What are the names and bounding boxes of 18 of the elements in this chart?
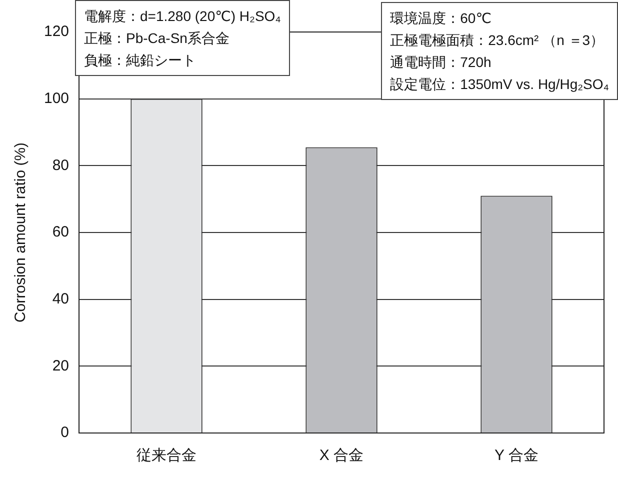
y-axis-title: Corrosion amount ratio (%) — [12, 142, 30, 323]
text: 電解度：d=1.280 (20℃) H₂SO₄ — [84, 7, 281, 26]
annotation: 正極電極面積：23.6cm² （n ＝3） — [390, 31, 606, 50]
x-tick-label: 従来合金 — [136, 447, 197, 464]
y-tick-label: 120 — [44, 23, 70, 40]
annotation: 設定電位：1350mV vs. Hg/Hg₂SO₄ — [390, 75, 609, 94]
annotation: 負極：純鉛シート — [84, 51, 197, 70]
annotation: 正極：Pb-Ca-Sn系合金 — [84, 29, 230, 48]
y-tick-label: 40 — [52, 290, 70, 308]
annotation: 通電時間：720h — [390, 53, 492, 72]
y-tick-label: 80 — [52, 156, 70, 174]
x-tick-label: X 合金 — [319, 447, 364, 464]
y-tick-label: 0 — [60, 424, 70, 442]
y-tick-label: 100 — [44, 90, 70, 107]
y-tick-label: 20 — [52, 357, 70, 374]
x-tick-label: Y 合金 — [494, 447, 538, 464]
y-tick-label: 60 — [52, 224, 70, 241]
text: 環境温度：60℃ — [390, 9, 492, 28]
